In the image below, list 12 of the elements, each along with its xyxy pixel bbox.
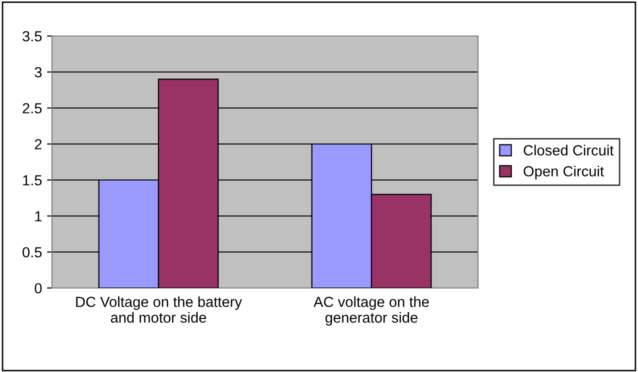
y-tick-label: 3.5 <box>22 31 42 42</box>
x-tick-label: DC Voltage on the battery and motor side <box>76 296 242 323</box>
x-tick-label: AC voltage on the generator side <box>314 296 429 326</box>
y-tick-label: 2.5 <box>22 103 42 114</box>
y-tick-label: 2 <box>34 139 42 150</box>
y-tick-label: 1.5 <box>23 175 42 186</box>
legend-label: Closed Circuit <box>524 144 614 156</box>
y-tick-label: 0 <box>34 283 42 294</box>
y-tick-label: 0.5 <box>22 247 42 258</box>
legend-label: Open Circuit <box>524 166 604 180</box>
y-tick-label: 3 <box>34 67 42 78</box>
y-tick-label: 1 <box>35 211 42 222</box>
